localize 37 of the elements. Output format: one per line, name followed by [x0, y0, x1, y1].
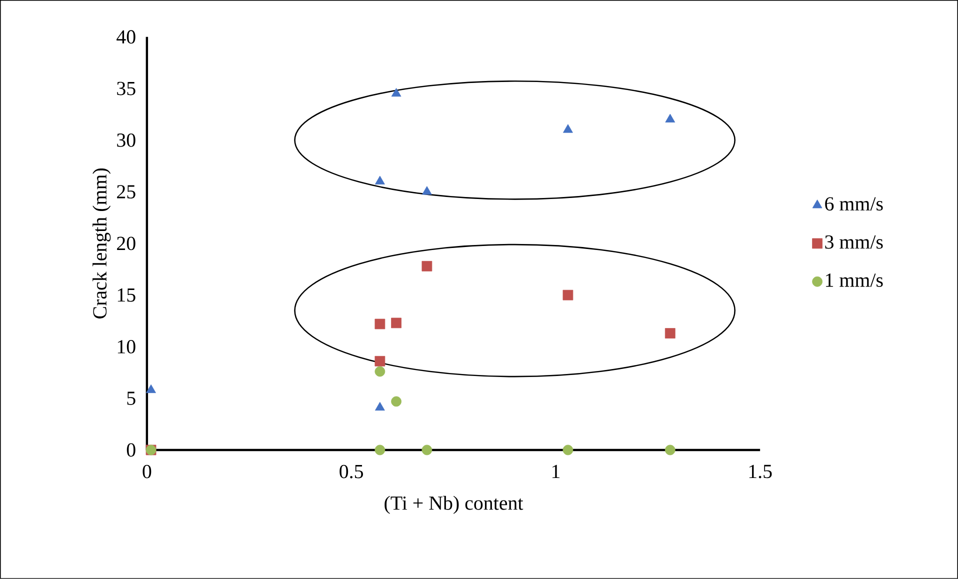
point [664, 328, 676, 339]
legend-label: 3 mm/s [825, 235, 883, 249]
point [374, 356, 386, 366]
y-tick-label: 30 [117, 133, 136, 147]
y-tick-label: 0 [126, 443, 136, 457]
legend-label: 1 mm/s [826, 274, 883, 287]
point [374, 176, 385, 184]
point [562, 444, 574, 456]
point [374, 318, 386, 330]
point [374, 444, 386, 456]
x-tick-label: 0.5 [340, 464, 363, 478]
point [422, 444, 432, 456]
y-tick-label: 5 [127, 392, 136, 406]
y-tick-label: 15 [118, 288, 136, 302]
x-tick-label: 0 [142, 464, 152, 478]
x-tick-label: 1 [552, 464, 560, 478]
y-tick-label: 40 [116, 30, 136, 44]
y-tick-label: 20 [117, 236, 136, 250]
point [665, 114, 676, 122]
y-tick-label: 25 [117, 185, 136, 199]
point [391, 318, 402, 328]
point [422, 186, 432, 195]
point [146, 384, 156, 394]
point [664, 444, 676, 456]
x-axis-title: (Ti + Nb) content [384, 496, 524, 514]
point [562, 290, 574, 300]
x-tick-label: 1.5 [749, 464, 772, 478]
point [391, 396, 402, 407]
y-axis-title: Crack length (mm) [92, 168, 111, 318]
legend-label: 6 mm/s [825, 197, 883, 211]
point [374, 366, 386, 377]
point [422, 261, 432, 272]
point [374, 402, 385, 411]
y-tick-label: 10 [118, 340, 136, 354]
point [391, 88, 402, 97]
y-tick-label: 35 [117, 82, 136, 96]
point [563, 124, 573, 133]
